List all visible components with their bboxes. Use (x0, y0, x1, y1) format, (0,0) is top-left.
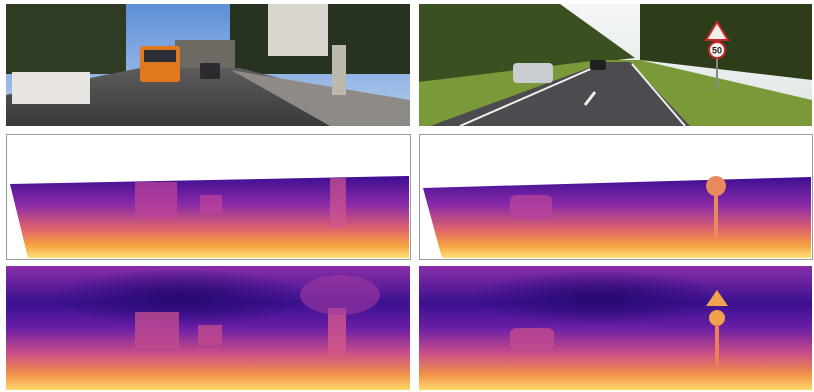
lane-line (459, 63, 603, 127)
depth-object (706, 176, 726, 196)
photo-left (6, 4, 410, 126)
building (268, 4, 328, 56)
depth-object (709, 310, 725, 326)
depth-object (328, 308, 346, 356)
depth-object (715, 325, 719, 365)
dense-depth-right (419, 266, 812, 390)
trees-right (640, 4, 812, 80)
tree (6, 4, 126, 74)
lane-dash (583, 91, 597, 106)
car (590, 60, 606, 70)
depth-object (300, 275, 380, 315)
sidewalk (230, 70, 410, 126)
car (200, 63, 220, 79)
depth-object (135, 182, 177, 218)
depth-region (423, 177, 811, 258)
fence-banner (12, 72, 90, 104)
sparse-depth-right (419, 134, 813, 260)
depth-object (714, 196, 718, 238)
depth-region (10, 176, 409, 258)
speed-sign-text: 50 (712, 45, 722, 55)
depth-far (50, 270, 310, 330)
depth-object (510, 195, 552, 219)
van-window (144, 50, 176, 62)
speed-sign (708, 41, 726, 59)
sparse-depth-left (6, 134, 411, 260)
depth-object (330, 178, 346, 228)
depth-object (706, 290, 728, 306)
depth-far (470, 272, 730, 328)
lane-line (631, 63, 686, 127)
depth-object (200, 195, 222, 213)
dense-depth-left (6, 266, 410, 390)
pillar (332, 45, 346, 95)
car (513, 63, 553, 83)
depth-object (198, 325, 222, 345)
depth-object (510, 328, 554, 350)
photo-right: 50 (419, 4, 812, 127)
depth-object (135, 312, 179, 348)
warning-sign (704, 20, 730, 41)
